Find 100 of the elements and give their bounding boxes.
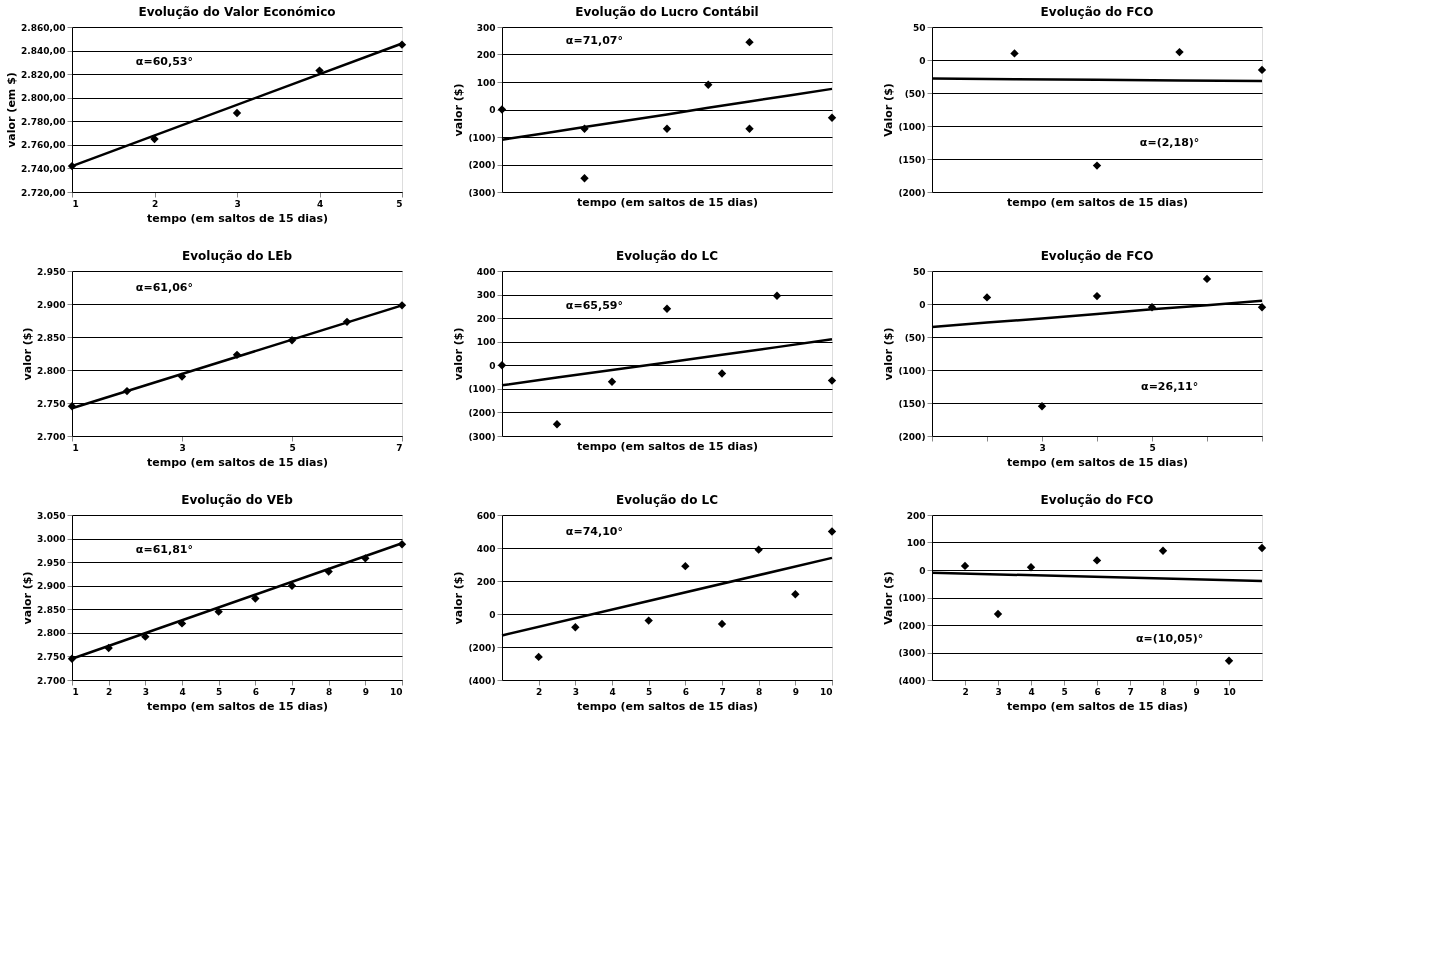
x-tick-label: 1	[72, 442, 79, 453]
y-tick-label: 2.860,00	[21, 22, 66, 33]
x-tick-label: 2	[536, 686, 543, 697]
annotation: α=(2,18)°	[1139, 135, 1200, 149]
point	[791, 590, 800, 599]
y-tick-label: 2.900	[37, 581, 66, 592]
x-tick-label: 5	[1149, 442, 1156, 453]
x-tick-label: 1	[72, 686, 79, 697]
point	[1037, 402, 1047, 411]
chart-title: Evolução de FCO	[1040, 249, 1154, 263]
y-axis-title: valor ($)	[452, 571, 466, 625]
x-tick-label: 5	[396, 198, 403, 209]
y-tick-label: 0	[919, 299, 926, 310]
x-tick-label: 7	[719, 686, 726, 697]
point	[745, 124, 754, 133]
y-tick-label: 2.700	[37, 431, 66, 442]
annotation: α=61,06°	[135, 280, 193, 294]
annotation: α=61,81°	[135, 543, 193, 557]
x-tick-label: 10	[1223, 686, 1236, 697]
annotation: α=74,10°	[565, 524, 623, 538]
y-tick-label: (150)	[898, 154, 926, 165]
y-tick-label: 2.700	[37, 675, 66, 686]
y-tick-label: 2.950	[37, 266, 66, 277]
point	[1257, 65, 1267, 75]
point	[662, 124, 672, 133]
x-tick-label: 5	[289, 442, 296, 453]
y-tick-label: (100)	[898, 365, 926, 376]
x-tick-label: 9	[362, 686, 369, 697]
x-axis-title: tempo (em saltos de 15 dias)	[146, 211, 329, 225]
y-tick-label: (100)	[468, 132, 496, 143]
y-tick-label: 0	[919, 565, 926, 576]
y-tick-label: 2.800,00	[21, 93, 66, 104]
point	[1202, 274, 1212, 284]
chart-title: Evolução do Lucro Contábil	[575, 5, 759, 19]
y-tick-label: 0	[489, 360, 496, 371]
annotation: α=26,11°	[1141, 379, 1199, 393]
x-axis-title: tempo (em saltos de 15 dias)	[1006, 195, 1189, 209]
x-axis-title: tempo (em saltos de 15 dias)	[576, 195, 759, 209]
y-tick-label: 2.740,00	[21, 163, 66, 174]
x-tick-label: 3	[179, 442, 186, 453]
point	[754, 545, 763, 554]
chart-title: Evolução do FCO	[1040, 5, 1154, 19]
point	[67, 161, 77, 171]
y-tick-label: (150)	[898, 398, 926, 409]
y-tick-label: 300	[476, 290, 496, 301]
y-tick-label: (200)	[468, 642, 496, 653]
point	[580, 174, 589, 183]
x-tick-label: 3	[1039, 442, 1046, 453]
point	[497, 361, 507, 370]
point	[704, 80, 713, 89]
y-axis-title: valor ($)	[21, 571, 35, 625]
x-axis-title: tempo (em saltos de 15 dias)	[1006, 455, 1189, 469]
y-tick-label: (200)	[468, 160, 496, 170]
x-tick-label: 4	[1028, 686, 1035, 697]
x-axis-title: tempo (em saltos de 15 dias)	[576, 699, 759, 713]
y-tick-label: 2.950	[37, 557, 66, 568]
x-tick-label: 10	[389, 686, 403, 697]
point	[497, 105, 507, 114]
x-axis-title: tempo (em saltos de 15 dias)	[146, 455, 329, 469]
point	[717, 369, 727, 378]
chart-title: Evolução do VEb	[181, 493, 294, 507]
y-tick-label: (100)	[468, 384, 496, 395]
y-tick-label: 400	[476, 543, 496, 554]
y-tick-label: 0	[489, 609, 496, 620]
y-tick-label: 2.800	[37, 365, 66, 376]
y-tick-label: 100	[476, 77, 496, 88]
chart-title: Evolução do LC	[615, 493, 719, 507]
y-tick-label: (100)	[898, 593, 926, 603]
y-tick-label: (300)	[898, 648, 926, 658]
y-axis-title: valor ($)	[882, 327, 896, 381]
point	[315, 66, 324, 75]
y-tick-label: (100)	[898, 121, 926, 132]
y-tick-label: 3.050	[37, 510, 66, 521]
annotation: α=(10,05)°	[1136, 631, 1204, 645]
y-tick-label: 2.900	[37, 299, 66, 310]
x-tick-label: 3	[995, 686, 1002, 697]
point	[1175, 47, 1184, 57]
x-tick-label: 6	[682, 686, 689, 697]
x-tick-label: 8	[326, 686, 333, 697]
x-tick-label: 5	[646, 686, 653, 697]
point	[827, 527, 837, 536]
y-tick-label: 2.750	[37, 651, 66, 662]
y-tick-label: 3.000	[37, 534, 66, 545]
y-tick-label: 2.750	[37, 398, 66, 409]
chart-title: Evolução do LEb	[182, 249, 293, 263]
y-tick-label: 400	[476, 266, 496, 277]
point	[1092, 556, 1102, 565]
point	[607, 377, 617, 386]
y-tick-label: (400)	[468, 675, 496, 686]
point	[745, 37, 754, 47]
y-tick-label: 2.850	[37, 604, 66, 615]
y-tick-label: (50)	[904, 88, 926, 99]
y-tick-label: 2.820,00	[21, 69, 66, 80]
point	[1224, 656, 1234, 665]
y-axis-title: Valor ($)	[882, 83, 896, 137]
y-tick-label: 0	[919, 55, 926, 66]
y-axis-title: valor ($)	[21, 327, 35, 381]
y-tick-label: (200)	[898, 187, 926, 198]
point	[644, 616, 653, 625]
x-tick-label: 10	[819, 686, 833, 697]
